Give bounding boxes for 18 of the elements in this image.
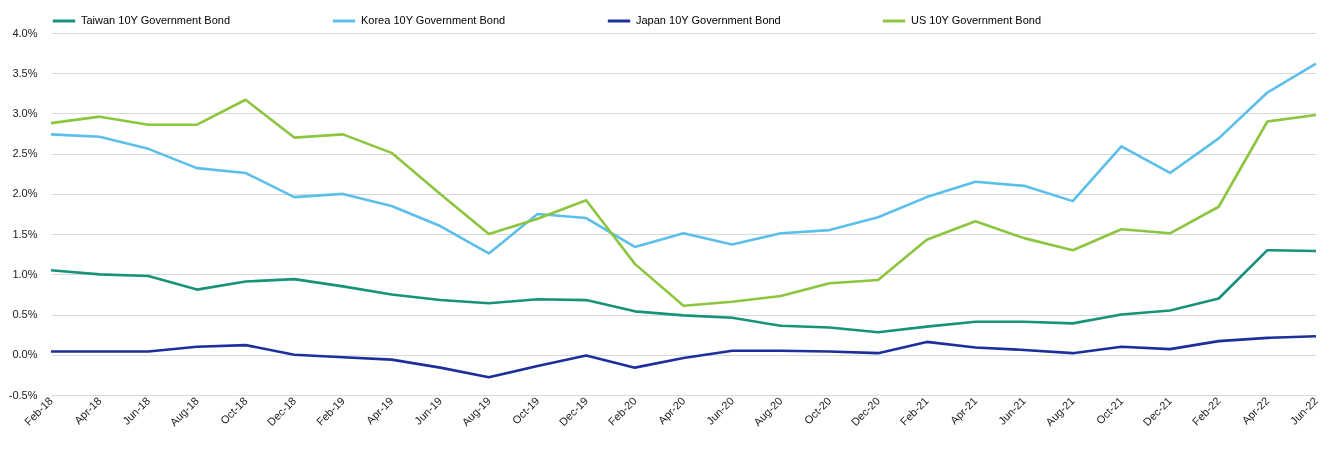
legend-label: Taiwan 10Y Government Bond xyxy=(81,14,230,26)
line-series xyxy=(49,334,1318,379)
legend-label: Korea 10Y Government Bond xyxy=(361,14,506,26)
legend-label: US 10Y Government Bond xyxy=(911,14,1042,26)
y-tick-label: -0.5% xyxy=(8,388,38,401)
line-series xyxy=(49,62,1318,255)
y-tick-label: 3.5% xyxy=(12,66,38,79)
y-tick-label: 1.5% xyxy=(12,227,38,240)
legend-label: Japan 10Y Government Bond xyxy=(636,14,781,26)
y-tick-label: 0.5% xyxy=(12,308,38,321)
y-tick-label: 2.0% xyxy=(12,187,38,200)
line-series xyxy=(49,248,1318,334)
y-tick-label: 4.0% xyxy=(12,26,38,39)
y-tick-label: 0.0% xyxy=(12,348,38,361)
y-tick-label: 2.5% xyxy=(12,147,38,160)
line-series xyxy=(49,98,1318,308)
y-tick-label: 1.0% xyxy=(12,267,38,280)
y-tick-label: 3.0% xyxy=(12,106,38,119)
